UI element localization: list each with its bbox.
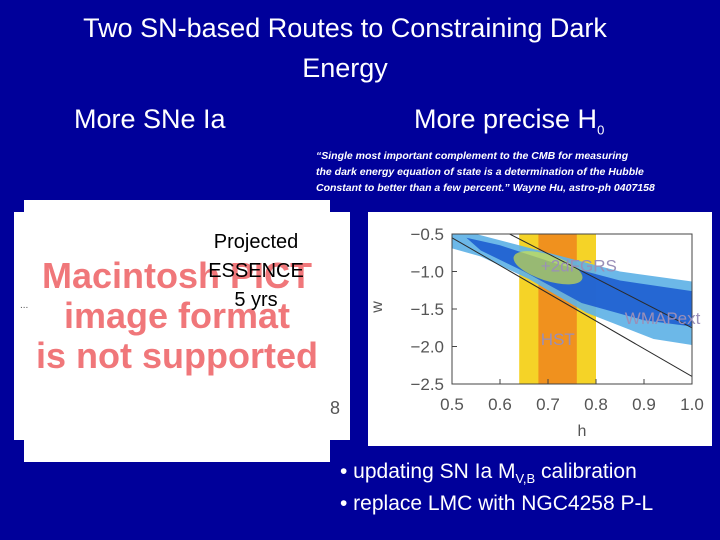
x-tick-label-4: 0.9: [632, 395, 656, 414]
guide-line-2: [509, 234, 692, 329]
w-h-constraint-chart: 0.5 0.6 0.7 0.8 0.9 1.0 −0.5 −1.0 −1.5 −2.0 −2.5 h w…: [368, 212, 712, 446]
annotation-wmapext: WMAPext: [625, 309, 701, 328]
y-tick-label-3: −2.0: [410, 338, 444, 357]
y-tick-label-2: −1.5: [410, 300, 444, 319]
right-heading: More precise H0: [414, 104, 604, 137]
projected-essence-label: Projected ESSENCE 5 yrs: [196, 228, 316, 315]
left-axis-tick-fragment: ...: [20, 300, 29, 311]
x-tick-label-5: 1.0: [680, 395, 704, 414]
twodf-contour: [513, 251, 583, 285]
slide-title-line2: Energy: [302, 53, 388, 83]
bullet1-prefix: • updating SN Ia M: [340, 460, 516, 483]
bullet-calibration: • updating SN Ia MV,B calibration: [340, 460, 637, 486]
slide-title: Two SN-based Routes to Constraining Dark…: [0, 8, 690, 88]
annotation-hst: HST: [541, 330, 575, 349]
right-heading-subscript: 0: [597, 122, 605, 138]
projection-line2: ESSENCE: [208, 260, 304, 282]
y-axis-label: w: [369, 301, 386, 314]
projection-line3: 5 yrs: [234, 289, 278, 311]
y-tick-label-0: −0.5: [410, 225, 444, 244]
bullet1-suffix: calibration: [535, 460, 637, 483]
x-tick-label-0: 0.5: [440, 395, 464, 414]
pict-placeholder-panel: [24, 200, 330, 462]
pict-line3: is not supported: [36, 335, 318, 376]
quote-line2: the dark energy equation of state is a d…: [316, 166, 644, 178]
projection-line1: Projected: [213, 231, 299, 253]
x-tick-label-1: 0.6: [488, 395, 512, 414]
hu-quote: “Single most important complement to the…: [316, 148, 716, 196]
guide-line-1: [452, 237, 692, 377]
quote-line1: “Single most important complement to the…: [316, 150, 629, 162]
y-tick-label-1: −1.0: [410, 263, 444, 282]
right-heading-text: More precise H: [414, 104, 598, 134]
x-tick-label-3: 0.8: [584, 395, 608, 414]
left-heading: More SNe Ia: [74, 104, 226, 134]
pict-line2: image format: [63, 295, 291, 336]
pict-placeholder-message: Macintosh PICT image format is not suppo…: [24, 256, 330, 376]
bullet1-subscript: V,B: [515, 471, 536, 487]
left-axis-fragment: 8: [330, 398, 341, 418]
y-tick-label-4: −2.5: [410, 375, 444, 394]
pict-line1: Macintosh PICT: [41, 255, 313, 296]
bullet-ngc4258: • replace LMC with NGC4258 P-L: [340, 492, 654, 515]
x-tick-label-2: 0.7: [536, 395, 560, 414]
x-axis-label: h: [578, 423, 587, 440]
annotation-2dfgrs: +2dFGRS: [541, 257, 617, 276]
quote-line3: Constant to better than a few percent.” …: [316, 182, 655, 194]
slide-title-line1: Two SN-based Routes to Constraining Dark: [83, 13, 607, 43]
plot-area: [452, 234, 692, 384]
